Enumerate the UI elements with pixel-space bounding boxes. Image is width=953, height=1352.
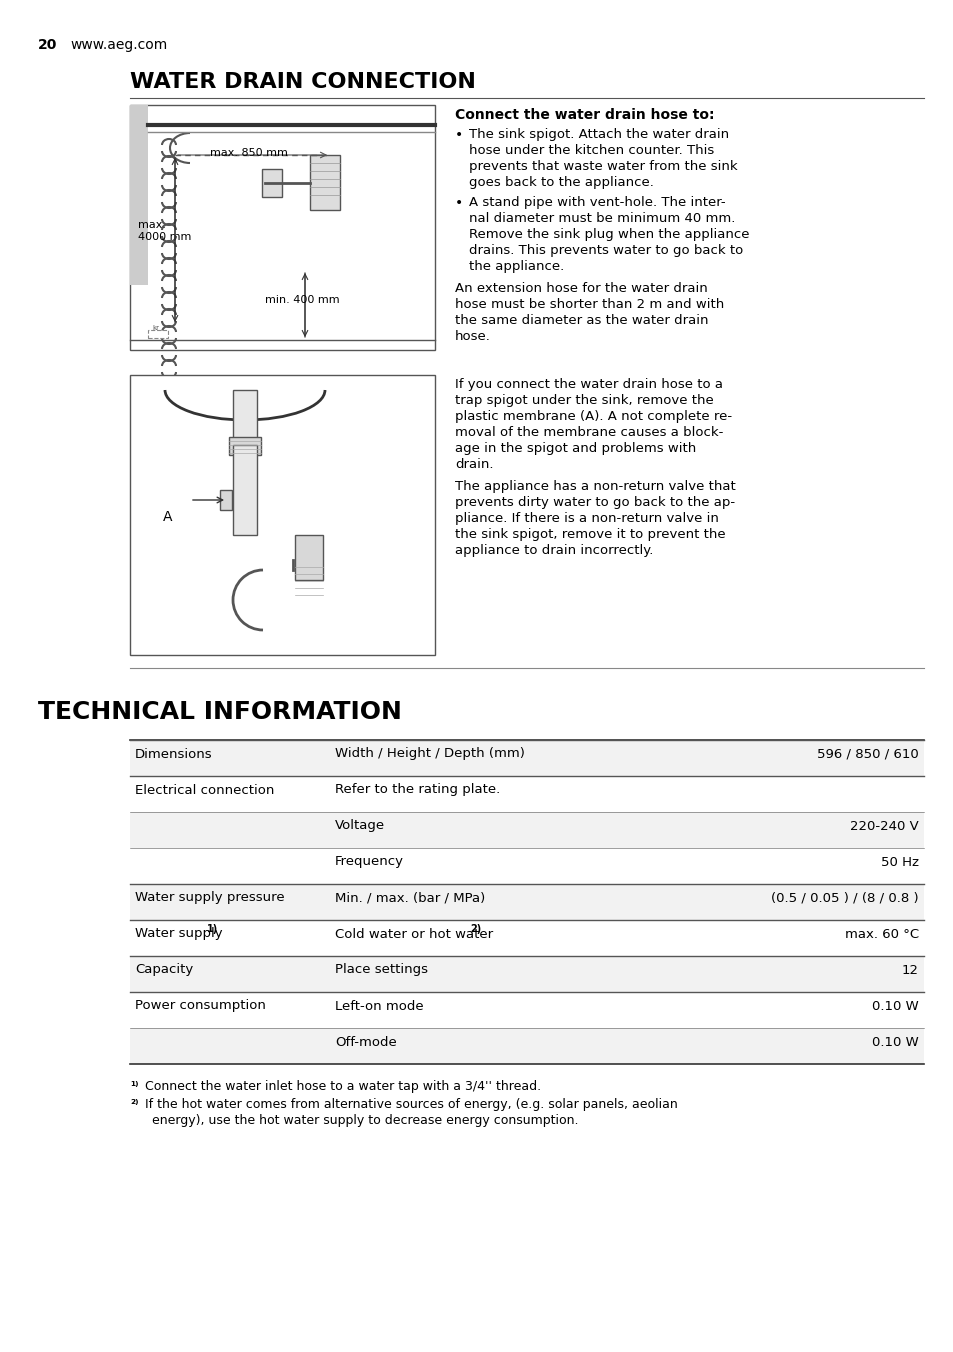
- Bar: [130, 992, 923, 1028]
- Text: Connect the water drain hose to:: Connect the water drain hose to:: [455, 108, 714, 122]
- Text: Dimensions: Dimensions: [135, 748, 213, 760]
- Text: (0.5 / 0.05 ) / (8 / 0.8 ): (0.5 / 0.05 ) / (8 / 0.8 ): [771, 891, 918, 904]
- Text: prevents dirty water to go back to the ap-: prevents dirty water to go back to the a…: [455, 496, 735, 508]
- Text: max. 60 °C: max. 60 °C: [844, 927, 918, 941]
- Text: Cold water or hot water: Cold water or hot water: [335, 927, 493, 941]
- Text: 220-240 V: 220-240 V: [849, 819, 918, 833]
- Text: trap spigot under the sink, remove the: trap spigot under the sink, remove the: [455, 393, 713, 407]
- Bar: [229, 437, 261, 456]
- Text: Width / Height / Depth (mm): Width / Height / Depth (mm): [335, 748, 524, 760]
- Text: Left-on mode: Left-on mode: [335, 999, 423, 1013]
- Text: A stand pipe with vent-hole. The inter-: A stand pipe with vent-hole. The inter-: [469, 196, 725, 210]
- Text: 12: 12: [901, 964, 918, 976]
- Text: Frequency: Frequency: [335, 856, 403, 868]
- Text: TECHNICAL INFORMATION: TECHNICAL INFORMATION: [38, 700, 401, 725]
- Bar: [233, 445, 256, 535]
- Text: An extension hose for the water drain: An extension hose for the water drain: [455, 283, 707, 295]
- Text: Voltage: Voltage: [335, 819, 385, 833]
- Text: drains. This prevents water to go back to: drains. This prevents water to go back t…: [469, 243, 742, 257]
- Bar: [130, 919, 923, 956]
- Bar: [130, 1028, 923, 1064]
- Text: The appliance has a non-return valve that: The appliance has a non-return valve tha…: [455, 480, 735, 493]
- Bar: [130, 740, 923, 776]
- Text: hose under the kitchen counter. This: hose under the kitchen counter. This: [469, 145, 714, 157]
- Text: Place settings: Place settings: [335, 964, 428, 976]
- Text: moval of the membrane causes a block-: moval of the membrane causes a block-: [455, 426, 722, 439]
- Bar: [130, 776, 923, 813]
- Text: Electrical connection: Electrical connection: [135, 784, 274, 796]
- Text: hose.: hose.: [455, 330, 491, 343]
- Text: 20: 20: [38, 38, 57, 51]
- Text: pliance. If there is a non-return valve in: pliance. If there is a non-return valve …: [455, 512, 719, 525]
- Text: goes back to the appliance.: goes back to the appliance.: [469, 176, 653, 189]
- Text: max.
4000 mm: max. 4000 mm: [138, 220, 192, 242]
- Bar: [130, 956, 923, 992]
- Text: nal diameter must be minimum 40 mm.: nal diameter must be minimum 40 mm.: [469, 212, 735, 224]
- Text: A: A: [163, 510, 172, 525]
- Text: Off-mode: Off-mode: [335, 1036, 396, 1049]
- Text: age in the spigot and problems with: age in the spigot and problems with: [455, 442, 696, 456]
- Bar: [148, 330, 168, 338]
- Text: kr: kr: [152, 324, 159, 331]
- Text: drain.: drain.: [455, 458, 493, 470]
- Text: Min. / max. (bar / MPa): Min. / max. (bar / MPa): [335, 891, 485, 904]
- Text: 0.10 W: 0.10 W: [871, 1036, 918, 1049]
- Bar: [130, 105, 435, 350]
- Text: 50 Hz: 50 Hz: [880, 856, 918, 868]
- Bar: [130, 105, 148, 285]
- Text: min. 400 mm: min. 400 mm: [265, 295, 339, 306]
- Text: The sink spigot. Attach the water drain: The sink spigot. Attach the water drain: [469, 128, 728, 141]
- Bar: [130, 848, 923, 884]
- Text: appliance to drain incorrectly.: appliance to drain incorrectly.: [455, 544, 653, 557]
- Text: the same diameter as the water drain: the same diameter as the water drain: [455, 314, 708, 327]
- Text: Water supply pressure: Water supply pressure: [135, 891, 284, 904]
- Text: •: •: [455, 128, 463, 142]
- Bar: [310, 155, 339, 210]
- Bar: [130, 884, 923, 919]
- Text: 1): 1): [207, 923, 218, 934]
- Bar: [220, 489, 232, 510]
- Text: energy), use the hot water supply to decrease energy consumption.: energy), use the hot water supply to dec…: [152, 1114, 578, 1128]
- Text: the sink spigot, remove it to prevent the: the sink spigot, remove it to prevent th…: [455, 529, 725, 541]
- Text: 2): 2): [470, 923, 480, 934]
- Text: the appliance.: the appliance.: [469, 260, 563, 273]
- Text: hose must be shorter than 2 m and with: hose must be shorter than 2 m and with: [455, 297, 723, 311]
- Text: If you connect the water drain hose to a: If you connect the water drain hose to a: [455, 379, 722, 391]
- Bar: [233, 389, 256, 439]
- Bar: [130, 375, 435, 654]
- Text: ¹⁾: ¹⁾: [130, 1080, 138, 1092]
- Text: 596 / 850 / 610: 596 / 850 / 610: [817, 748, 918, 760]
- Text: plastic membrane (A). A not complete re-: plastic membrane (A). A not complete re-: [455, 410, 731, 423]
- Text: www.aeg.com: www.aeg.com: [70, 38, 167, 51]
- Text: 0.10 W: 0.10 W: [871, 999, 918, 1013]
- Text: Capacity: Capacity: [135, 964, 193, 976]
- Bar: [130, 813, 923, 848]
- Text: max. 850 mm: max. 850 mm: [210, 147, 288, 158]
- Text: If the hot water comes from alternative sources of energy, (e.g. solar panels, a: If the hot water comes from alternative …: [145, 1098, 677, 1111]
- Text: ²⁾: ²⁾: [130, 1098, 138, 1111]
- Text: Connect the water inlet hose to a water tap with a 3/4'' thread.: Connect the water inlet hose to a water …: [145, 1080, 540, 1092]
- Text: prevents that waste water from the sink: prevents that waste water from the sink: [469, 160, 737, 173]
- Text: Refer to the rating plate.: Refer to the rating plate.: [335, 784, 499, 796]
- Bar: [294, 535, 323, 580]
- Text: •: •: [455, 196, 463, 210]
- Text: Remove the sink plug when the appliance: Remove the sink plug when the appliance: [469, 228, 749, 241]
- Text: Power consumption: Power consumption: [135, 999, 266, 1013]
- Text: Water supply: Water supply: [135, 927, 227, 941]
- Bar: [262, 169, 282, 197]
- Text: WATER DRAIN CONNECTION: WATER DRAIN CONNECTION: [130, 72, 476, 92]
